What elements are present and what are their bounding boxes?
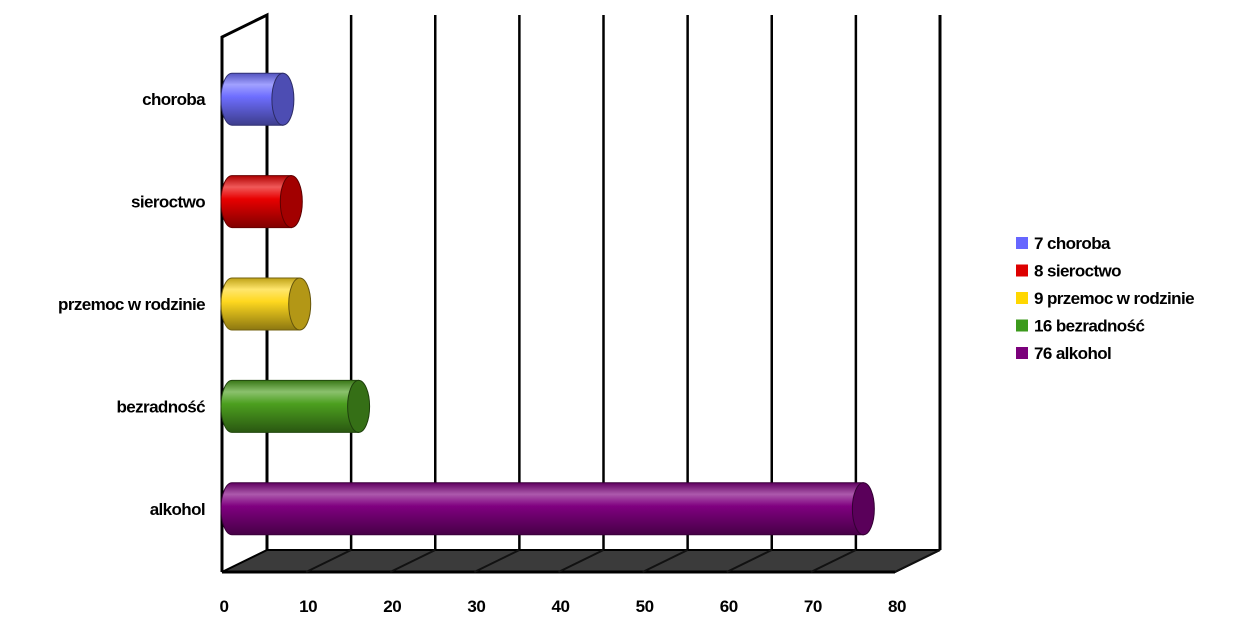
legend-label: 8 sieroctwo	[1034, 262, 1121, 281]
category-label: alkohol	[150, 500, 205, 519]
x-tick-label: 40	[551, 597, 569, 616]
bar-body	[220, 277, 301, 331]
bars	[220, 72, 875, 536]
bar-alkohol	[220, 482, 875, 536]
bar-cap	[279, 175, 303, 229]
legend-swatch	[1016, 292, 1028, 304]
floor-gridline	[305, 549, 352, 573]
bar-cap	[347, 379, 371, 433]
x-tick-label: 20	[383, 597, 401, 616]
x-tick-label: 80	[888, 597, 906, 616]
x-tick-labels: 0 10 20 30 40 50 60 70 80	[219, 597, 906, 616]
bar-przemoc-w-rodzinie	[220, 277, 312, 331]
legend-swatch	[1016, 319, 1028, 332]
category-label: sieroctwo	[131, 193, 205, 212]
legend: 7 choroba 8 sieroctwo 9 przemoc w rodzinie…	[1016, 234, 1195, 363]
bar-cap	[851, 482, 875, 536]
bar-cap	[288, 277, 312, 331]
floor-gridline	[389, 549, 436, 573]
legend-label: 76 alkohol	[1034, 344, 1111, 363]
bar-choroba	[220, 72, 295, 126]
floor-gridline	[558, 549, 604, 573]
x-tick-label: 0	[219, 597, 228, 616]
category-labels: alkohol bezradność przemoc w rodzinie siero…	[58, 90, 207, 519]
x-tick-label: 10	[299, 597, 317, 616]
legend-label: 16 bezradność	[1034, 317, 1144, 336]
floor-gridline	[810, 549, 857, 573]
legend-swatch	[1016, 237, 1028, 249]
bar-cap	[271, 72, 295, 126]
bar-body	[220, 175, 292, 229]
bar-body	[220, 379, 360, 433]
gridlines	[305, 15, 941, 573]
legend-swatch	[1016, 264, 1028, 277]
floor-gridline	[894, 549, 941, 573]
category-label: przemoc w rodzinie	[58, 295, 205, 314]
bar-body	[220, 482, 864, 536]
category-label: choroba	[142, 90, 206, 109]
legend-label: 9 przemoc w rodzinie	[1034, 289, 1194, 308]
x-tick-label: 30	[467, 597, 485, 616]
floor-gridline	[473, 549, 520, 573]
bar-body	[220, 72, 284, 126]
x-tick-label: 60	[720, 597, 738, 616]
x-tick-label: 70	[804, 597, 822, 616]
bar-sieroctwo	[220, 175, 303, 229]
x-tick-label: 50	[636, 597, 654, 616]
category-label: bezradność	[117, 397, 206, 416]
legend-label: 7 choroba	[1034, 234, 1111, 253]
bar-bezradno	[220, 379, 371, 433]
floor-gridline	[726, 549, 773, 573]
floor-gridline	[642, 549, 689, 573]
legend-swatch	[1016, 347, 1028, 359]
